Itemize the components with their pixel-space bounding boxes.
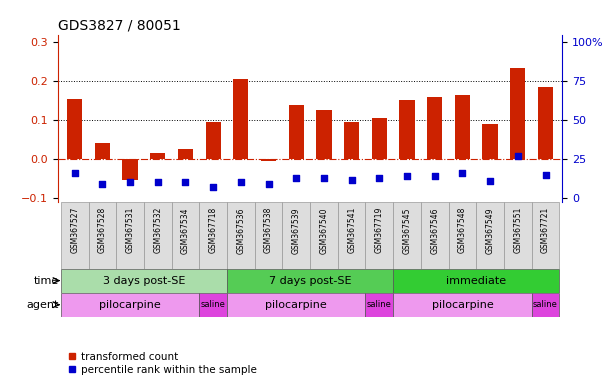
Text: GDS3827 / 80051: GDS3827 / 80051 [58, 18, 181, 32]
Bar [255, 202, 282, 268]
Point [375, 175, 384, 181]
Bar [116, 202, 144, 268]
Bar [365, 293, 393, 317]
Bar [338, 202, 365, 268]
Bar [199, 202, 227, 268]
Bar [61, 268, 227, 293]
Text: immediate: immediate [446, 276, 507, 286]
Point [208, 184, 218, 190]
Point [513, 153, 522, 159]
Text: GSM367538: GSM367538 [264, 207, 273, 253]
Bar [261, 159, 276, 161]
Point [98, 181, 108, 187]
Point [319, 174, 329, 180]
Text: GSM367545: GSM367545 [403, 207, 412, 253]
Text: GSM367528: GSM367528 [98, 207, 107, 253]
Bar [421, 202, 448, 268]
Text: agent: agent [26, 300, 59, 310]
Bar [483, 124, 498, 159]
Text: GSM367548: GSM367548 [458, 207, 467, 253]
Bar [532, 202, 559, 268]
Text: GSM367531: GSM367531 [125, 207, 134, 253]
Text: GSM367527: GSM367527 [70, 207, 79, 253]
Bar [150, 153, 166, 159]
Bar [427, 97, 442, 159]
Bar [504, 202, 532, 268]
Point [541, 172, 551, 178]
Point [291, 175, 301, 181]
Bar [199, 293, 227, 317]
Text: pilocarpine: pilocarpine [99, 300, 161, 310]
Bar [282, 202, 310, 268]
Point [181, 179, 191, 185]
Bar [448, 202, 476, 268]
Bar [371, 118, 387, 159]
Bar [67, 99, 82, 159]
Bar [288, 104, 304, 159]
Bar [205, 122, 221, 159]
Bar [89, 202, 116, 268]
Bar [122, 159, 137, 180]
Bar [393, 268, 559, 293]
Point [346, 177, 356, 184]
Bar [227, 268, 393, 293]
Bar [455, 95, 470, 159]
Text: GSM367549: GSM367549 [486, 207, 495, 253]
Bar [144, 202, 172, 268]
Point [485, 179, 495, 185]
Bar [400, 100, 415, 159]
Bar [172, 202, 199, 268]
Bar [532, 293, 559, 317]
Point [70, 169, 79, 175]
Bar [344, 122, 359, 159]
Bar [510, 68, 525, 159]
Bar [316, 110, 332, 159]
Bar [233, 79, 249, 159]
Bar [310, 202, 338, 268]
Text: GSM367721: GSM367721 [541, 207, 550, 253]
Text: GSM367551: GSM367551 [513, 207, 522, 253]
Text: GSM367534: GSM367534 [181, 207, 190, 253]
Point [402, 173, 412, 179]
Bar [365, 202, 393, 268]
Text: time: time [34, 276, 59, 286]
Point [236, 179, 246, 185]
Point [125, 179, 135, 185]
Text: saline: saline [200, 300, 225, 309]
Bar [393, 202, 421, 268]
Text: saline: saline [533, 300, 558, 309]
Text: 3 days post-SE: 3 days post-SE [103, 276, 185, 286]
Text: GSM367718: GSM367718 [208, 207, 218, 253]
Text: saline: saline [367, 300, 392, 309]
Point [264, 181, 274, 187]
Point [153, 179, 163, 185]
Legend: transformed count, percentile rank within the sample: transformed count, percentile rank withi… [64, 348, 261, 379]
Bar [61, 202, 89, 268]
Text: 7 days post-SE: 7 days post-SE [269, 276, 351, 286]
Text: pilocarpine: pilocarpine [431, 300, 493, 310]
Bar [61, 293, 199, 317]
Text: GSM367532: GSM367532 [153, 207, 163, 253]
Text: GSM367536: GSM367536 [236, 207, 246, 253]
Text: GSM367540: GSM367540 [320, 207, 329, 253]
Text: GSM367719: GSM367719 [375, 207, 384, 253]
Bar [476, 202, 504, 268]
Text: GSM367539: GSM367539 [291, 207, 301, 253]
Bar [393, 293, 532, 317]
Bar [178, 149, 193, 159]
Bar [227, 293, 365, 317]
Text: GSM367546: GSM367546 [430, 207, 439, 253]
Bar [538, 87, 553, 159]
Bar [95, 143, 110, 159]
Text: pilocarpine: pilocarpine [265, 300, 327, 310]
Point [458, 169, 467, 175]
Bar [227, 202, 255, 268]
Text: GSM367541: GSM367541 [347, 207, 356, 253]
Point [430, 173, 439, 179]
